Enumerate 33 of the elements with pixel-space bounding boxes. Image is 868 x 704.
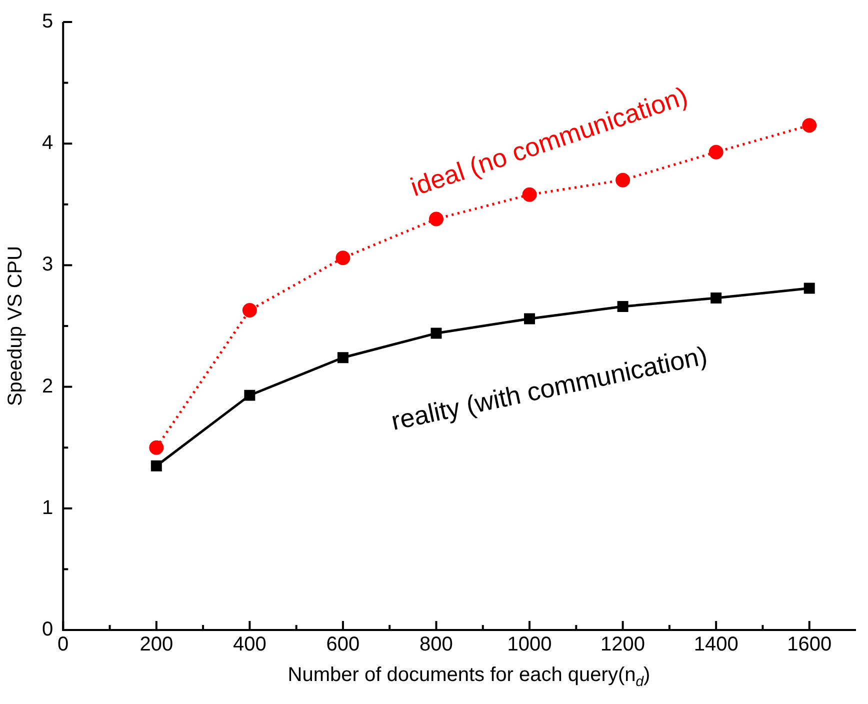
point <box>522 187 537 202</box>
y-tick-label: 0 <box>42 618 54 641</box>
x-tick-label: 600 <box>326 634 360 656</box>
x-tick-label: 800 <box>420 634 453 656</box>
point <box>710 292 722 304</box>
point <box>524 313 536 324</box>
point <box>804 282 815 294</box>
point <box>617 301 628 312</box>
x-tick-label: 1400 <box>694 634 738 656</box>
y-tick-label: 3 <box>42 254 54 276</box>
point <box>708 144 724 160</box>
point <box>802 118 817 133</box>
point <box>430 328 442 339</box>
x-axis-title: Number of documents for each query(n$_{d}$) <box>286 664 652 689</box>
x-tick-label: 1000 <box>507 634 552 656</box>
x-tick-label: 0 <box>58 634 69 656</box>
x-tick-label: 1600 <box>787 634 832 656</box>
y-tick-label: 4 <box>42 132 54 154</box>
y-axis-title: Speedup VS CPU <box>4 246 27 406</box>
point <box>150 460 162 472</box>
x-tick-label: 400 <box>232 634 266 656</box>
point <box>616 172 630 188</box>
x-tick-label: 200 <box>140 634 174 656</box>
point <box>428 212 444 226</box>
x-tick-label: 1200 <box>600 634 646 656</box>
y-tick-label: 2 <box>42 375 54 398</box>
y-tick-label: 5 <box>42 10 54 33</box>
point <box>244 390 256 401</box>
point <box>149 440 164 455</box>
y-tick-label: 1 <box>42 496 54 519</box>
point <box>242 302 257 318</box>
point <box>337 352 348 364</box>
point <box>336 250 350 266</box>
